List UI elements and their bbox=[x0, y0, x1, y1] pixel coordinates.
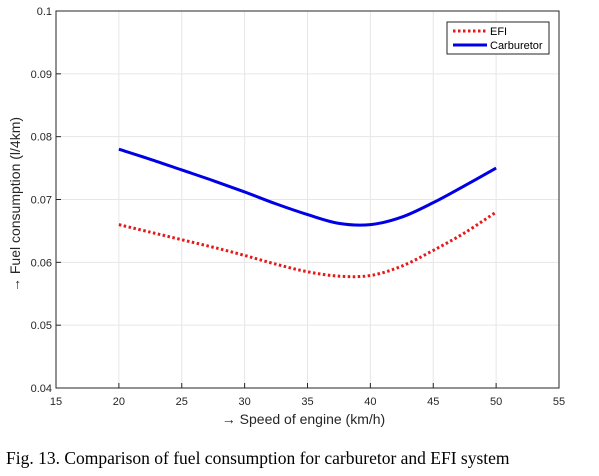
x-tick-label: 30 bbox=[239, 396, 251, 408]
legend-box bbox=[446, 21, 550, 55]
grid bbox=[55, 10, 560, 389]
x-tick-label: 40 bbox=[364, 396, 376, 408]
x-tick-label: 25 bbox=[176, 396, 188, 408]
x-tick-label: 45 bbox=[427, 396, 439, 408]
y-tick-label: 0.04 bbox=[31, 383, 52, 395]
x-tick-label: 20 bbox=[113, 396, 125, 408]
y-tick-label: 0.07 bbox=[31, 195, 52, 207]
legend: EFI Carburetor bbox=[446, 21, 550, 55]
y-axis-label: → Fuel consumption (l/4km) bbox=[7, 117, 23, 292]
legend-label-carburetor: Carburetor bbox=[490, 40, 543, 52]
y-tick-label: 0.1 bbox=[37, 6, 52, 18]
x-tick-label: 35 bbox=[301, 396, 313, 408]
x-tick-label: 15 bbox=[50, 396, 62, 408]
series-lines bbox=[118, 147, 497, 279]
y-tick-label: 0.05 bbox=[31, 320, 52, 332]
y-tick-label: 0.09 bbox=[31, 69, 52, 81]
series-line-efi bbox=[118, 210, 497, 279]
x-ticks: 15 20 25 30 35 40 45 50 55 bbox=[50, 383, 565, 408]
figure-caption: Fig. 13. Comparison of fuel consumption … bbox=[6, 448, 510, 468]
x-tick-label: 55 bbox=[553, 396, 565, 408]
series-line-carburetor bbox=[118, 147, 497, 227]
x-axis-label: → Speed of engine (km/h) bbox=[222, 411, 385, 427]
y-ticks: 0.04 0.05 0.06 0.07 0.08 0.09 0.1 bbox=[31, 6, 61, 395]
x-tick-label: 50 bbox=[490, 396, 502, 408]
y-tick-label: 0.08 bbox=[31, 132, 52, 144]
fuel-consumption-chart: 15 20 25 30 35 40 45 50 55 0.040.050.060.070.080… bbox=[7, 6, 565, 427]
y-tick-label: 0.06 bbox=[31, 257, 52, 269]
legend-label-efi: EFI bbox=[490, 26, 507, 38]
